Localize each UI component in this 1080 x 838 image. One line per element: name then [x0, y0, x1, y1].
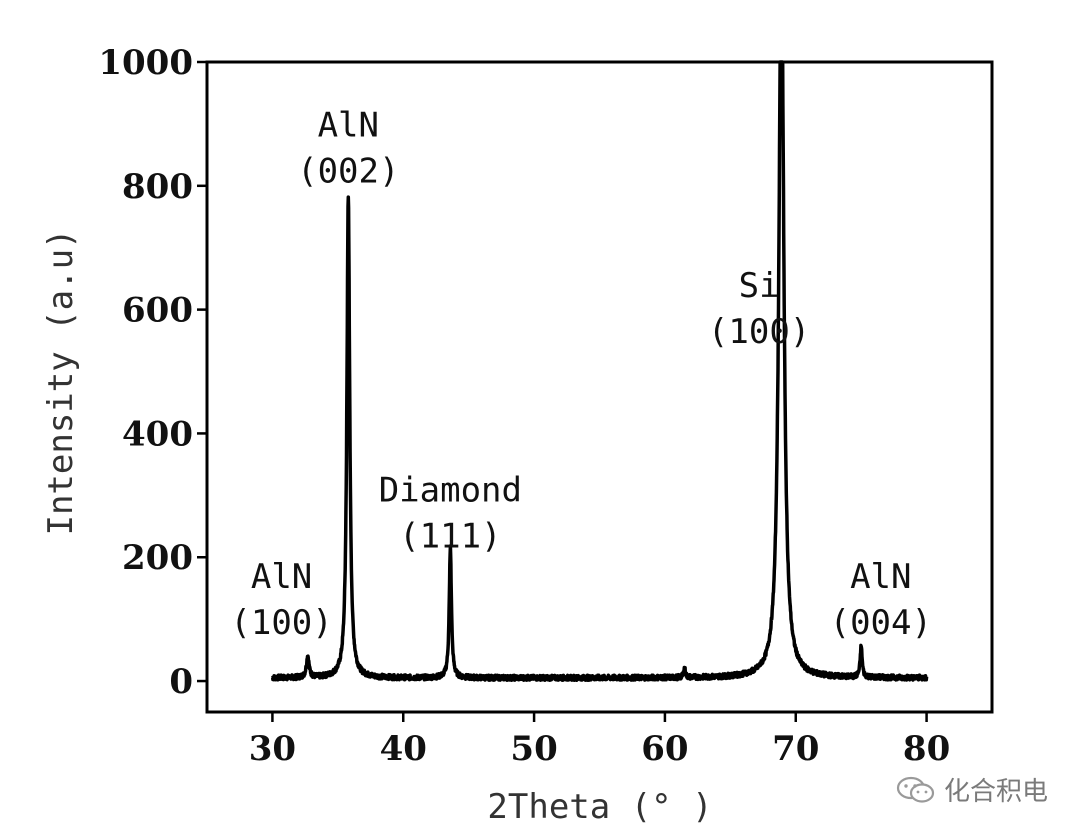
peak-label-line: (002) — [297, 151, 399, 191]
y-tick-label: 400 — [122, 414, 193, 454]
y-tick-label: 600 — [122, 291, 193, 331]
axis-frame — [205, 60, 994, 714]
peak-label-line: (111) — [399, 517, 501, 557]
peak-label: Si (100) — [708, 266, 810, 352]
y-tick-label: 0 — [169, 662, 193, 702]
y-tick-label: 200 — [122, 538, 193, 578]
peak-label: AlN (004) — [830, 557, 932, 643]
x-tick-label: 40 — [380, 729, 427, 769]
watermark-text: 化合积电 — [943, 777, 1048, 807]
y-axis: 0 200 400 600 800 1000 — [98, 43, 207, 702]
peak-label-line: AlN — [318, 105, 379, 145]
peak-label: AlN (100) — [230, 557, 332, 643]
peak-label: Diamond (111) — [379, 471, 522, 557]
x-tick-label: 70 — [772, 729, 819, 769]
peak-label-line: AlN — [850, 557, 911, 597]
peak-label-line: (100) — [708, 312, 810, 352]
peak-annotations: AlN (100) AlN (002) Diamond (111) Si (100) AlN (0… — [230, 105, 932, 643]
plot-area — [205, 60, 994, 714]
x-axis: 30 40 50 60 70 80 — [249, 712, 950, 769]
peak-label-line: (100) — [230, 603, 332, 643]
x-tick-label: 30 — [249, 729, 296, 769]
x-axis-title: 2Theta (° ) — [487, 787, 712, 827]
y-tick-label: 1000 — [98, 43, 193, 83]
x-tick-label: 60 — [641, 729, 688, 769]
watermark: 化合积电 — [896, 771, 1048, 808]
peak-label-line: Diamond — [379, 471, 522, 511]
peak-label-line: (004) — [830, 603, 932, 643]
wechat-icon — [896, 776, 935, 803]
x-tick-label: 80 — [903, 729, 950, 769]
peak-label: AlN (002) — [297, 105, 399, 191]
y-tick-label: 800 — [122, 167, 193, 207]
peak-label-line: Si — [739, 266, 780, 306]
peak-label-line: AlN — [251, 557, 312, 597]
x-tick-label: 50 — [510, 729, 557, 769]
series-line — [270, 60, 929, 682]
y-axis-title: Intensity (a.u) — [41, 228, 81, 535]
